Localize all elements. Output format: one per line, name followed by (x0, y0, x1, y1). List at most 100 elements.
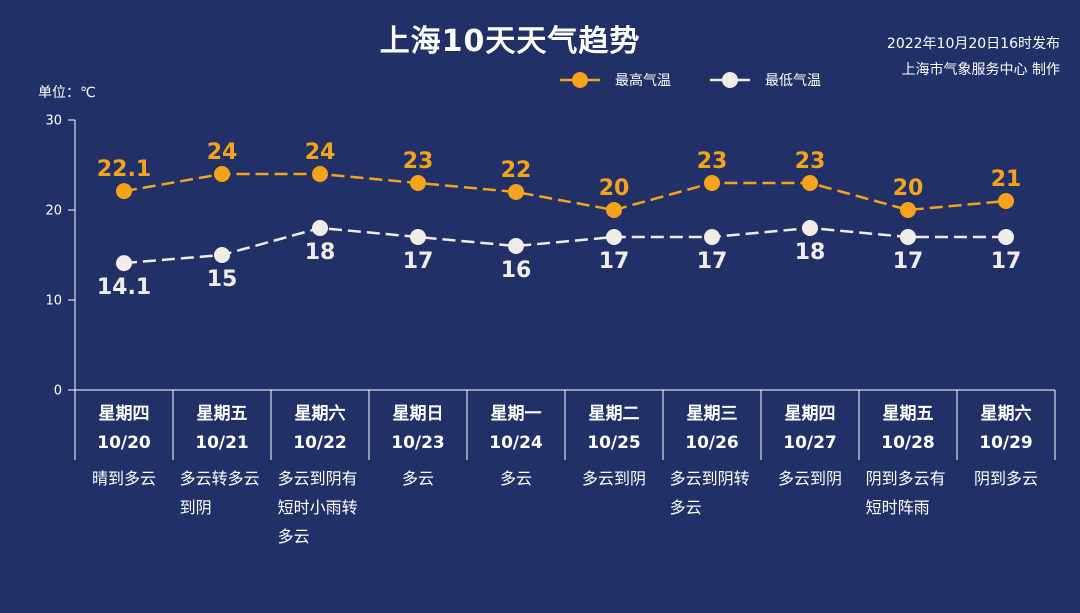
high-temp-point (704, 175, 720, 191)
category-date: 10/27 (783, 433, 837, 453)
y-axis-unit-label: 单位：℃ (38, 85, 96, 101)
low-temp-point (312, 220, 328, 236)
weather-description: 多云 (499, 469, 532, 488)
high-temp-point (410, 175, 426, 191)
weather-description: 晴到多云 (91, 469, 156, 488)
weather-cell: 多云到阴 (761, 464, 859, 493)
y-tick-label: 0 (54, 384, 62, 399)
legend-item-high-temp: 最高气温 (560, 69, 671, 91)
low-temp-point (704, 229, 720, 245)
legend-label-high-temp: 最高气温 (615, 73, 671, 89)
low-temp-label: 15 (207, 267, 238, 292)
category-date: 10/24 (489, 433, 543, 453)
weather-cell: 晴到多云 (75, 464, 173, 493)
low-temp-label: 18 (305, 240, 336, 265)
category-column: 星期二 10/25 多云到阴 (565, 390, 663, 551)
weather-description: 多云到阴转多云 (669, 469, 750, 517)
high-temp-label: 22 (501, 158, 532, 183)
weather-description: 多云到阴有短时小雨转多云 (277, 469, 358, 546)
category-column: 星期五 10/21 多云转多云到阴 (173, 390, 271, 551)
low-temp-point (900, 229, 916, 245)
category-column: 星期日 10/23 多云 (369, 390, 467, 551)
y-tick-label: 10 (45, 294, 62, 309)
high-temp-point (606, 202, 622, 218)
category-column: 星期六 10/29 阴到多云 (957, 390, 1055, 551)
category-date: 10/23 (391, 433, 445, 453)
category-weekday: 星期五 (882, 404, 934, 424)
weather-description: 多云 (401, 469, 434, 488)
weather-description: 多云到阴 (581, 469, 646, 488)
weather-description: 多云到阴 (777, 469, 842, 488)
high-temp-point (508, 184, 524, 200)
legend-marker (572, 72, 588, 88)
legend-swatch-high-temp (560, 72, 600, 88)
high-temp-label: 23 (403, 149, 434, 174)
low-temp-label: 16 (501, 258, 532, 283)
high-temp-point (998, 193, 1014, 209)
legend-marker (722, 72, 738, 88)
category-date: 10/21 (195, 433, 249, 453)
low-temp-point (508, 238, 524, 254)
legend-item-low-temp: 最低气温 (710, 69, 821, 91)
category-date: 10/20 (97, 433, 151, 453)
low-temp-label: 18 (795, 240, 826, 265)
low-temp-point (410, 229, 426, 245)
category-column: 星期六 10/22 多云到阴有短时小雨转多云 (271, 390, 369, 551)
weather-cell: 多云 (369, 464, 467, 493)
category-date: 10/28 (881, 433, 935, 453)
high-temp-point (214, 166, 230, 182)
high-temp-label: 24 (305, 140, 336, 165)
weather-description: 多云转多云到阴 (179, 469, 260, 517)
weather-cell: 多云 (467, 464, 565, 493)
low-temp-point (802, 220, 818, 236)
category-weekday: 星期一 (490, 404, 542, 424)
category-date: 10/22 (293, 433, 347, 453)
category-weekday: 星期四 (98, 404, 150, 424)
category-weekday: 星期四 (784, 404, 836, 424)
weather-cell: 多云到阴转多云 (663, 464, 761, 522)
low-temp-label: 14.1 (97, 275, 151, 300)
category-table: 星期四 10/20 晴到多云 星期五 10/21 多云转多云到阴 星期六 10/22 多云到阴有… (75, 390, 1055, 551)
weather-cell: 多云转多云到阴 (173, 464, 271, 522)
category-weekday: 星期五 (196, 404, 248, 424)
low-temp-point (606, 229, 622, 245)
high-temp-label: 23 (795, 149, 826, 174)
category-date: 10/29 (979, 433, 1033, 453)
category-column: 星期四 10/27 多云到阴 (761, 390, 859, 551)
high-temp-label: 21 (991, 167, 1022, 192)
low-temp-point (998, 229, 1014, 245)
legend-swatch-low-temp (710, 72, 750, 88)
y-tick-label: 20 (45, 204, 62, 219)
high-temp-label: 20 (599, 176, 630, 201)
category-weekday: 星期三 (686, 404, 738, 424)
low-temp-series: 14.1 15 18 17 16 17 17 18 17 17 (97, 220, 1021, 300)
category-weekday: 星期日 (392, 404, 444, 424)
high-temp-point (802, 175, 818, 191)
publish-time: 2022年10月20日16时发布 (886, 36, 1060, 52)
category-column: 星期五 10/28 阴到多云有短时阵雨 (859, 390, 957, 551)
weather-cell: 阴到多云 (957, 464, 1055, 493)
publication-info: 2022年10月20日16时发布 上海市气象服务中心 制作 (887, 31, 1060, 83)
weather-description: 阴到多云有短时阵雨 (865, 469, 946, 517)
axes: 0 10 20 30 (45, 114, 1056, 460)
low-temp-line (123, 226, 1006, 265)
category-weekday: 星期二 (588, 404, 640, 424)
low-temp-label: 17 (697, 249, 728, 274)
chart-title: 上海10天天气趋势 (379, 24, 641, 59)
high-temp-label: 23 (697, 149, 728, 174)
category-column: 星期一 10/24 多云 (467, 390, 565, 551)
low-temp-label: 17 (991, 249, 1022, 274)
high-temp-label: 20 (893, 176, 924, 201)
low-temp-point (214, 247, 230, 263)
low-temp-label: 17 (893, 249, 924, 274)
low-temp-label: 17 (599, 249, 630, 274)
high-temp-point (116, 183, 132, 200)
category-date: 10/26 (685, 433, 739, 453)
high-temp-series: 22.1 24 24 23 22 20 23 23 20 21 (97, 140, 1021, 218)
high-temp-label: 22.1 (97, 157, 151, 182)
category-column: 星期四 10/20 晴到多云 (75, 390, 173, 551)
weather-cell: 多云到阴有短时小雨转多云 (271, 464, 369, 551)
high-temp-label: 24 (207, 140, 238, 165)
